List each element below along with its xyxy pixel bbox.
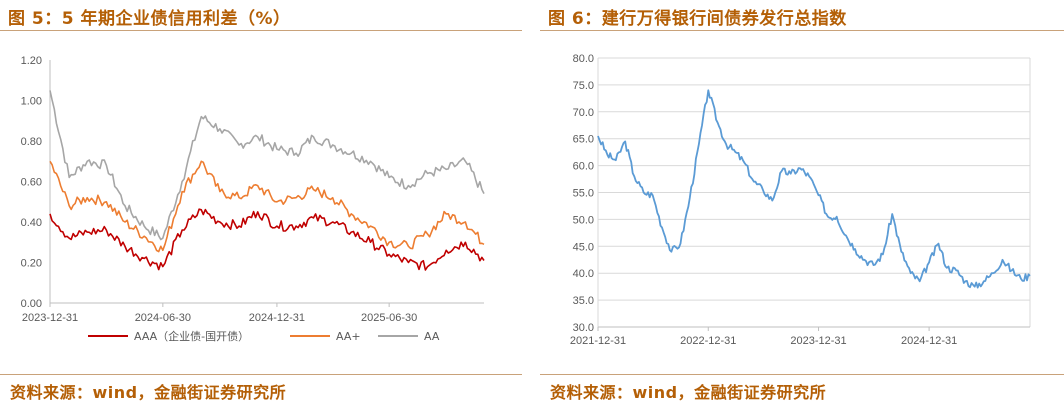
credit-spread-chart: 0.00 0.20 0.40 0.60 0.80 1.00 1.20 2023-12-31 20… [21, 55, 485, 343]
left-figure-title: 图 5：5 年期企业债信用利差（%） [8, 9, 291, 29]
y-tick-label: 0.00 [21, 298, 42, 310]
y-tick-label: 1.20 [21, 55, 42, 67]
x-tick-label: 2024-06-30 [135, 312, 191, 324]
x-tick-label: 2024-12-31 [901, 335, 957, 347]
series-line-aa-plus [49, 160, 485, 253]
legend-label-aa: AA [424, 330, 440, 343]
y-tick-label: 60.0 [573, 161, 594, 173]
legend-label-aaa: AAA（企业债-国开债） [134, 329, 249, 343]
series-line-aa [49, 90, 485, 241]
left-source-note: 资料来源：wind，金融街证券研究所 [10, 383, 287, 402]
series-line-aaa [49, 208, 485, 271]
left-bottom-rule [0, 374, 522, 375]
y-tick-label: 50.0 [573, 214, 594, 226]
y-tick-label: 0.60 [21, 177, 42, 189]
y-tick-label: 65.0 [573, 134, 594, 146]
x-tick-label: 2025-06-30 [361, 312, 417, 324]
x-tick-label: 2021-12-31 [570, 335, 626, 347]
bond-issuance-index-chart: 30.0 35.0 40.0 45.0 50.0 55.0 60.0 65.0 70.0 75.0… [570, 53, 1031, 347]
y-tick-label: 0.40 [21, 217, 42, 229]
x-tick-label: 2024-12-31 [249, 312, 305, 324]
x-tick-label: 2023-12-31 [22, 312, 78, 324]
y-tick-label: 80.0 [573, 53, 594, 65]
right-panel: 图 6：建行万得银行间债券发行总指数 30.0 35.0 40.0 45.0 50.0 5… [540, 0, 1064, 406]
y-tick-label: 0.20 [21, 258, 42, 270]
y-tick-label: 35.0 [573, 295, 594, 307]
y-tick-label: 45.0 [573, 241, 594, 253]
x-tick-label: 2022-12-31 [680, 335, 736, 347]
series-line-index [597, 89, 1031, 289]
legend-label-aa-plus: AA+ [336, 330, 361, 343]
y-tick-label: 1.00 [21, 96, 42, 108]
left-top-rule [0, 30, 522, 31]
right-figure-title: 图 6：建行万得银行间债券发行总指数 [548, 9, 847, 29]
left-panel: 图 5：5 年期企业债信用利差（%） 0.00 0.20 0.40 0.60 0.80 1… [0, 0, 522, 406]
right-top-rule [540, 30, 1064, 31]
y-tick-label: 30.0 [573, 322, 594, 334]
x-tick-label: 2023-12-31 [790, 335, 846, 347]
y-tick-label: 55.0 [573, 188, 594, 200]
y-tick-label: 70.0 [573, 107, 594, 119]
y-tick-label: 0.80 [21, 136, 42, 148]
y-tick-label: 75.0 [573, 80, 594, 92]
right-bottom-rule [540, 374, 1064, 375]
right-source-note: 资料来源：wind，金融街证券研究所 [550, 383, 827, 402]
y-tick-label: 40.0 [573, 268, 594, 280]
